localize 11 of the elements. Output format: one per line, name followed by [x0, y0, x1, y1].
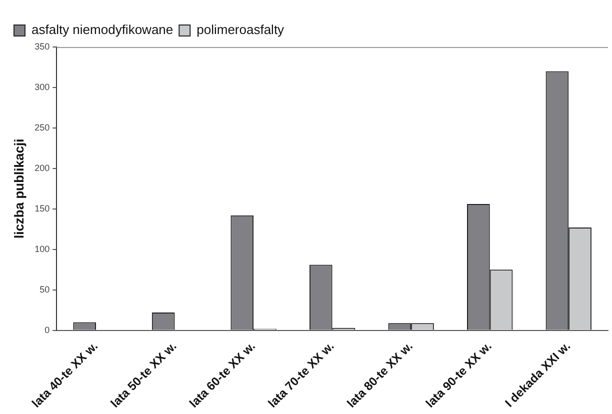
y-tick-label: 350	[34, 41, 50, 52]
y-tick-label: 50	[40, 284, 50, 294]
y-axis-title: liczba publikacji	[11, 138, 26, 239]
legend-label: asfalty niemodyfikowane	[32, 22, 174, 38]
legend-label: polimeroasfalty	[196, 22, 285, 38]
y-tick-label: 200	[34, 162, 50, 173]
y-tick-label: 100	[34, 244, 50, 254]
y-tick-label: 250	[34, 122, 50, 132]
y-tick-label: 150	[34, 203, 50, 214]
y-tick-label: 300	[34, 82, 50, 92]
y-tick-label: 0	[44, 324, 50, 335]
